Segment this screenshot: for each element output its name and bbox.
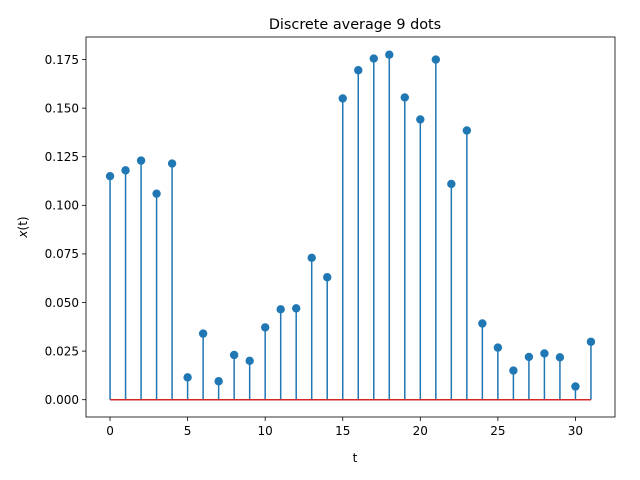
chart-title: Discrete average 9 dots (269, 17, 441, 33)
stem-marker (260, 323, 270, 332)
y-axis-label: x(t) (16, 216, 30, 238)
y-tick-label: 0.050 (45, 296, 79, 310)
stem-marker (400, 93, 409, 102)
stem-marker (229, 350, 239, 360)
y-tick-label: 0.100 (45, 199, 79, 213)
x-axis-label: t (353, 451, 358, 465)
stem-marker (586, 337, 596, 346)
y-tick-label: 0.150 (45, 101, 79, 115)
stem-marker (478, 319, 487, 328)
plot-layer (105, 50, 596, 401)
stem-marker (385, 50, 394, 59)
x-tick-label: 10 (258, 424, 273, 438)
stem-marker (183, 373, 192, 382)
plot-frame (85, 36, 616, 418)
stem-marker (540, 349, 549, 358)
y-tick-label: 0.175 (45, 53, 79, 67)
x-tick-label: 30 (568, 424, 583, 438)
x-tick-label: 5 (184, 424, 192, 438)
stem-marker (105, 171, 115, 181)
stem-marker (524, 352, 534, 362)
stem-marker (509, 366, 518, 375)
stem-marker (167, 159, 177, 168)
x-tick-label: 0 (106, 424, 114, 438)
x-tick-label: 25 (490, 424, 505, 438)
stem-marker (555, 353, 565, 362)
stem-marker (462, 126, 472, 135)
y-tick-label: 0.025 (45, 344, 79, 358)
stem-marker (323, 273, 332, 282)
stem-marker (369, 54, 378, 63)
stem-marker (214, 377, 223, 386)
stem-marker (416, 115, 425, 124)
x-axis: 0 5 10 15 20 25 30 (106, 417, 583, 438)
stem-marker (307, 253, 316, 263)
y-axis: 0.000 0.025 0.050 0.075 0.100 0.125 0.150 0.175 (45, 53, 86, 407)
y-tick-label: 0.000 (45, 393, 79, 407)
y-tick-label: 0.125 (45, 150, 79, 164)
stem-marker (245, 356, 254, 366)
stem-marker (292, 304, 301, 313)
stem-marker (354, 66, 363, 75)
stem-marker (493, 343, 503, 352)
x-tick-label: 20 (413, 424, 428, 438)
stem-marker (198, 329, 208, 338)
stem-marker (152, 189, 161, 198)
stem-marker (447, 179, 456, 189)
stem-marker (431, 55, 441, 64)
stem-marker (276, 305, 285, 314)
stem-marker (571, 382, 580, 391)
x-tick-label: 15 (335, 424, 350, 438)
stem-marker (121, 166, 130, 175)
stem-marker (136, 156, 146, 165)
stem-marker (338, 94, 347, 103)
y-tick-label: 0.075 (45, 247, 79, 261)
